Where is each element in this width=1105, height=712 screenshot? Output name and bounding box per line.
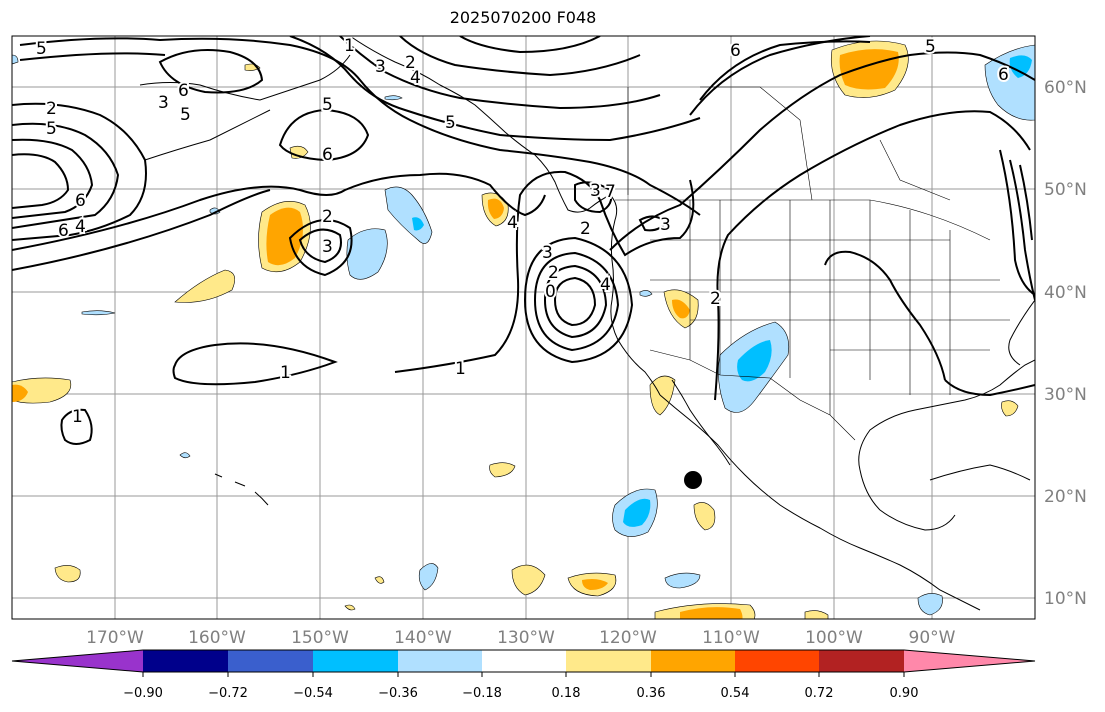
- map-border: [11, 35, 1036, 620]
- gridlines: [12, 36, 1035, 619]
- contour-1-pacific: [172, 342, 338, 386]
- contour-label: 5: [46, 119, 57, 139]
- gulf-coast: [858, 359, 1035, 471]
- colorbar-tick-label: 0.72: [805, 686, 834, 701]
- colorbar-segment: [12, 650, 143, 672]
- colorbar-segment: [313, 650, 398, 672]
- contour-label: 3: [375, 57, 386, 77]
- mexico-coast: [659, 394, 981, 611]
- colorbar-segment: [228, 650, 313, 672]
- colorbar-segment: [398, 650, 482, 672]
- contour-label: 3: [322, 237, 333, 257]
- contour-label: 6: [322, 145, 333, 165]
- contour-labels: 5 1 3 2 4 6 3 2 5 6 5 6 2 5 6 4 5 3 2 3 …: [34, 36, 1011, 429]
- coastlines: [139, 36, 1035, 611]
- lat-label: 30°N: [1044, 385, 1087, 405]
- colorbar-segment: [482, 650, 566, 672]
- colorbar-tick-label: 0.18: [552, 686, 581, 701]
- lon-label: 90°W: [909, 628, 956, 648]
- colorbar-segment: [143, 650, 228, 672]
- contour-label: 2: [322, 207, 333, 227]
- contour-label: 3: [542, 243, 553, 263]
- contour-label: 1: [455, 359, 466, 379]
- location-marker: [684, 471, 702, 489]
- alaska-coast: [349, 36, 611, 213]
- longitude-labels: 170°W 160°W 150°W 140°W 130°W 120°W 110°…: [86, 628, 956, 648]
- contour-lines: [12, 36, 1035, 445]
- bc-coast: [609, 194, 661, 396]
- colorbar-segment: [651, 650, 735, 672]
- lat-label: 20°N: [1044, 487, 1087, 507]
- colorbar-segment: [904, 650, 1035, 672]
- lat-label: 50°N: [1044, 180, 1087, 200]
- contour-label: 5: [925, 37, 936, 57]
- contour-label: 2: [405, 53, 416, 73]
- map-area: 5 1 3 2 4 6 3 2 5 6 5 6 2 5 6 4 5 3 2 3 …: [12, 36, 1035, 619]
- colorbar-tick-label: −0.72: [208, 686, 248, 701]
- lon-label: 120°W: [599, 628, 657, 648]
- contour-label: 1: [280, 363, 291, 383]
- contour-label: 5: [322, 95, 333, 115]
- contour-label: 2: [548, 263, 559, 283]
- contour-label: 6: [178, 81, 189, 101]
- lon-label: 110°W: [702, 628, 760, 648]
- contour-label: 4: [410, 68, 421, 88]
- colorbar-tick-label: −0.18: [462, 686, 502, 701]
- lat-label: 60°N: [1044, 78, 1087, 98]
- political-borders: [615, 86, 1010, 441]
- contour-label: 6: [58, 221, 69, 241]
- contour-label: 1: [344, 36, 355, 56]
- contour-label: 4: [507, 213, 518, 233]
- contour-label: 2: [710, 289, 721, 309]
- low-center-rings: [553, 276, 597, 327]
- lon-label: 100°W: [805, 628, 863, 648]
- colorbar: −0.90 −0.72 −0.54 −0.36 −0.18 0.18 0.36 …: [11, 649, 1036, 701]
- contour-label: 7: [605, 182, 616, 202]
- contour-label: 6: [75, 191, 86, 211]
- colorbar-segment: [735, 650, 819, 672]
- lat-label: 10°N: [1044, 589, 1087, 609]
- contour-label: 1: [72, 407, 83, 427]
- lon-label: 170°W: [86, 628, 144, 648]
- colorbar-segment: [566, 650, 651, 672]
- lon-label: 130°W: [497, 628, 555, 648]
- negative-anomaly-shading: [12, 44, 1035, 616]
- contour-label: 2: [46, 99, 57, 119]
- colorbar-tick-label: 0.36: [637, 686, 666, 701]
- contour-label: 6: [730, 41, 741, 61]
- contour-label: 4: [600, 275, 611, 295]
- map-background: [12, 36, 1035, 619]
- contour-label: 3: [158, 93, 169, 113]
- colorbar-tick-label: 0.90: [890, 686, 919, 701]
- baja-coast: [671, 379, 731, 466]
- contour-label: 5: [36, 39, 47, 59]
- contour-label: 5: [445, 113, 456, 133]
- contour-label: 2: [580, 219, 591, 239]
- contour-label: 3: [590, 181, 601, 201]
- lat-label: 40°N: [1044, 283, 1087, 303]
- colorbar-segment: [819, 650, 904, 672]
- positive-anomaly-shading: [12, 40, 1019, 619]
- contour-label: 5: [180, 105, 191, 125]
- lon-label: 160°W: [188, 628, 246, 648]
- figure-title: 2025070200 F048: [449, 8, 597, 27]
- lon-label: 150°W: [291, 628, 349, 648]
- colorbar-tick-label: −0.54: [293, 686, 333, 701]
- colorbar-tick-label: −0.36: [378, 686, 418, 701]
- hawaii-islands: [214, 473, 269, 506]
- contour-label: 6: [998, 65, 1009, 85]
- contour-1-main: [394, 170, 695, 373]
- contour-big-ridge: [609, 51, 1035, 251]
- contour-label: 3: [660, 215, 671, 235]
- latitude-labels: 60°N 50°N 40°N 30°N 20°N 10°N: [1044, 78, 1087, 609]
- colorbar-tick-label: −0.90: [123, 686, 163, 701]
- colorbar-tick-label: 0.54: [721, 686, 750, 701]
- us-canada-border: [615, 199, 991, 241]
- lon-label: 140°W: [394, 628, 452, 648]
- contour-label: 4: [75, 217, 86, 237]
- colorbar-ticks: [142, 672, 905, 677]
- contour-label: 0: [545, 282, 556, 302]
